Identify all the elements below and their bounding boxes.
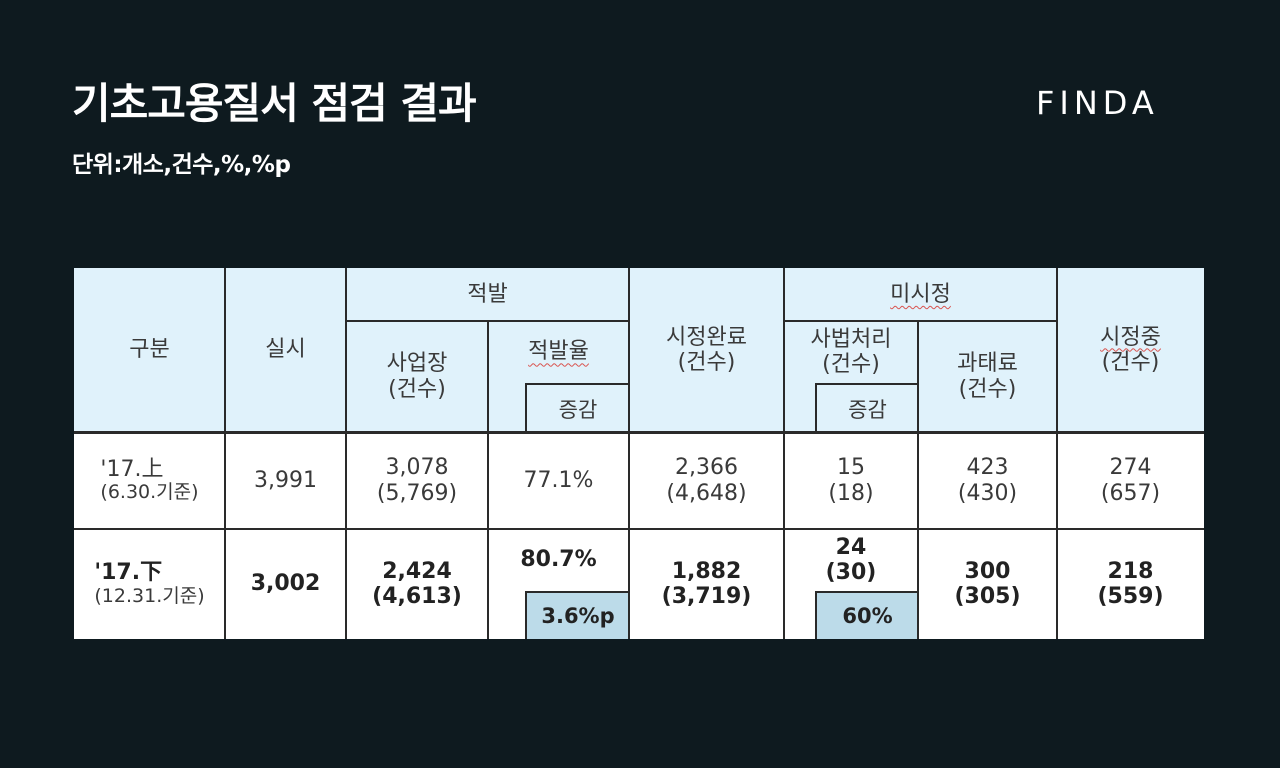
row-1-gwatae: 423 (430) xyxy=(918,432,1057,529)
header-jeokbal-change: 증감 xyxy=(525,383,629,432)
row-1-date: (6.30.기준) xyxy=(100,481,199,504)
header-gwataeryo: 과태료 (건수) xyxy=(918,321,1057,432)
header-sabeop-sub: (건수) xyxy=(822,352,880,377)
row-2-jung: 218 (559) xyxy=(1057,529,1204,639)
header-sijeong-wanryo-sub: (건수) xyxy=(677,350,736,375)
header-background xyxy=(74,268,1204,432)
header-silsi-label: 실시 xyxy=(265,337,306,363)
header-jeokbal-change-label: 증감 xyxy=(558,397,598,422)
row-1-jeokbalyul: 77.1% xyxy=(488,432,629,529)
row-2-gwatae-count: (305) xyxy=(954,584,1021,609)
header-sabeop-change: 증감 xyxy=(815,383,918,432)
row-1-wanryo-count: (4,648) xyxy=(666,480,747,506)
header-sijeongjung: 시정중 (건수) xyxy=(1057,268,1204,432)
header-gwataeryo-label: 과태료 xyxy=(957,351,1018,377)
row-1-wanryo: 2,366 (4,648) xyxy=(629,432,784,529)
header-jeokbal-label: 적발 xyxy=(467,281,508,307)
grid-line xyxy=(783,268,785,639)
header-misijeong-label: 미시정 xyxy=(890,281,951,307)
row-1-saeopjang: 3,078 (5,769) xyxy=(346,432,488,529)
header-sijeongjung-sub: (건수) xyxy=(1101,350,1160,375)
row-1-silsi-value: 3,991 xyxy=(254,467,317,493)
row-2-saeopjang: 2,424 (4,613) xyxy=(346,529,488,639)
row-1-jung-value: 274 xyxy=(1109,455,1152,481)
grid-line xyxy=(345,268,347,639)
row-2-date: (12.31.기준) xyxy=(94,584,205,607)
row-1-gwatae-count: (430) xyxy=(957,480,1018,506)
row-1-jeokbalyul-value: 77.1% xyxy=(523,467,594,493)
row-2-sabeop-count: (30) xyxy=(825,560,877,585)
header-gubun: 구분 xyxy=(74,268,225,432)
row-1-saeopjang-count: (5,769) xyxy=(376,480,458,506)
row-1-sabeop-value: 15 xyxy=(836,455,865,481)
grid-line xyxy=(1056,268,1058,639)
unit-caption: 단위:개소,건수,%,%p xyxy=(72,152,291,178)
header-jeokbal: 적발 xyxy=(346,268,629,321)
row-2-jeokbalyul: 80.7% xyxy=(488,529,629,591)
header-sijeong-wanryo: 시정완료 (건수) xyxy=(629,268,784,432)
row-1-silsi: 3,991 xyxy=(225,432,346,529)
grid-line xyxy=(487,321,489,639)
row-2-sabeop-change-value: 60% xyxy=(842,604,893,628)
row-2-gwatae: 300 (305) xyxy=(918,529,1057,639)
row-1-wanryo-value: 2,366 xyxy=(675,455,738,481)
page-title: 기초고용질서 점검 결과 xyxy=(72,79,477,128)
header-silsi: 실시 xyxy=(225,268,346,432)
row-2-jung-value: 218 xyxy=(1107,558,1154,584)
grid-line xyxy=(74,528,1204,530)
row-2-jung-count: (559) xyxy=(1097,584,1164,609)
table-row-2-label: '17.下 (12.31.기준) xyxy=(74,529,225,639)
inspection-results-table: 구분 실시 적발 사업장 (건수) 적발율 증감 시정완료 (건수) 미시정 사… xyxy=(74,268,1204,639)
table-row-1-label: '17.上 (6.30.기준) xyxy=(74,432,225,529)
row-1-period: '17.上 xyxy=(100,456,164,482)
row-2-silsi-value: 3,002 xyxy=(250,571,321,597)
header-saeopjang-label: 사업장 xyxy=(386,351,448,377)
header-gubun-label: 구분 xyxy=(129,337,170,363)
row-2-gwatae-value: 300 xyxy=(964,558,1011,584)
row-2-wanryo-count: (3,719) xyxy=(661,584,752,609)
header-sijeongjung-label: 시정중 xyxy=(1100,324,1161,350)
row-2-silsi: 3,002 xyxy=(225,529,346,639)
header-jeokbalyul-label: 적발율 xyxy=(528,339,589,365)
row-1-jung-count: (657) xyxy=(1100,480,1161,506)
row-1-jung: 274 (657) xyxy=(1057,432,1204,529)
header-sabeop: 사법처리 (건수) xyxy=(784,321,918,383)
header-saeopjang: 사업장 (건수) xyxy=(346,321,488,432)
grid-line xyxy=(917,321,919,639)
row-2-period: '17.下 xyxy=(94,560,163,586)
row-2-sabeop-change: 60% xyxy=(815,591,918,639)
row-1-gwatae-value: 423 xyxy=(966,455,1009,481)
grid-line xyxy=(224,268,226,639)
header-sabeop-change-label: 증감 xyxy=(848,397,887,422)
header-sijeong-wanryo-label: 시정완료 xyxy=(666,324,747,350)
row-2-wanryo: 1,882 (3,719) xyxy=(629,529,784,639)
grid-line xyxy=(346,320,629,322)
header-jeokbalyul: 적발율 xyxy=(488,321,629,383)
row-1-saeopjang-value: 3,078 xyxy=(385,455,449,481)
grid-line xyxy=(628,268,630,639)
row-2-sabeop-value: 24 xyxy=(835,534,867,560)
row-1-sabeop: 15 (18) xyxy=(784,432,918,529)
row-2-jeokbal-change-value: 3.6%p xyxy=(541,604,615,628)
row-2-saeopjang-value: 2,424 xyxy=(382,558,452,584)
header-divider xyxy=(74,431,1204,434)
row-2-jeokbal-change: 3.6%p xyxy=(525,591,629,639)
finda-logo: FINDA xyxy=(1036,84,1159,122)
header-gwataeryo-sub: (건수) xyxy=(958,376,1017,402)
grid-line xyxy=(784,320,1057,322)
row-2-jeokbalyul-value: 80.7% xyxy=(520,547,597,573)
header-saeopjang-sub: (건수) xyxy=(388,376,446,402)
row-2-saeopjang-count: (4,613) xyxy=(372,584,462,609)
header-misijeong: 미시정 xyxy=(784,268,1057,321)
row-2-wanryo-value: 1,882 xyxy=(671,558,742,584)
header-sabeop-label: 사법처리 xyxy=(810,326,892,352)
row-1-sabeop-count: (18) xyxy=(828,480,874,506)
row-2-sabeop: 24 (30) xyxy=(784,529,918,591)
